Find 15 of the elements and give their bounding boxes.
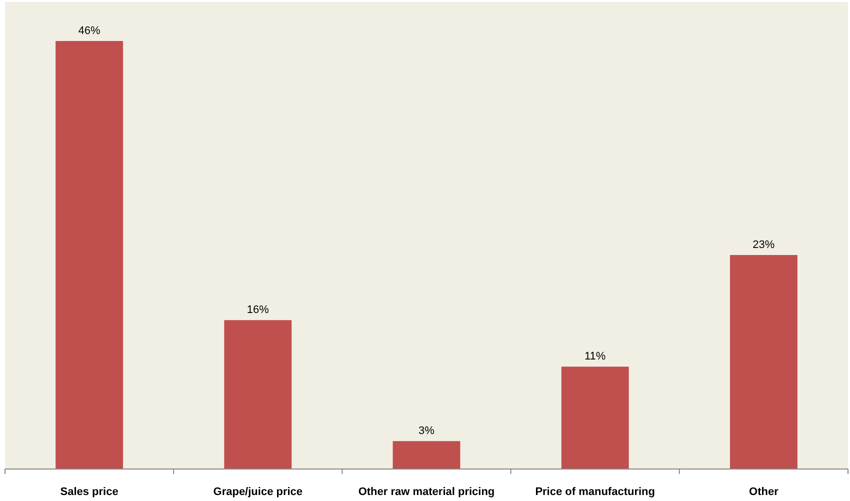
x-tick-label: Grape/juice price <box>213 486 303 498</box>
data-label: 16% <box>246 304 270 316</box>
bar <box>56 41 124 469</box>
bar <box>730 255 798 469</box>
bar <box>224 320 292 469</box>
x-tick-label: Other raw material pricing <box>358 486 495 498</box>
data-label: 3% <box>418 425 435 438</box>
data-label: 23% <box>752 239 775 251</box>
x-tick-label: Other <box>749 486 780 498</box>
x-tick-label: Sales price <box>60 486 118 498</box>
x-tick-label: Price of manufacturing <box>535 486 655 498</box>
data-label: 11% <box>584 350 606 363</box>
data-label: 46% <box>78 25 101 37</box>
bar <box>561 366 629 469</box>
bar <box>392 441 460 469</box>
